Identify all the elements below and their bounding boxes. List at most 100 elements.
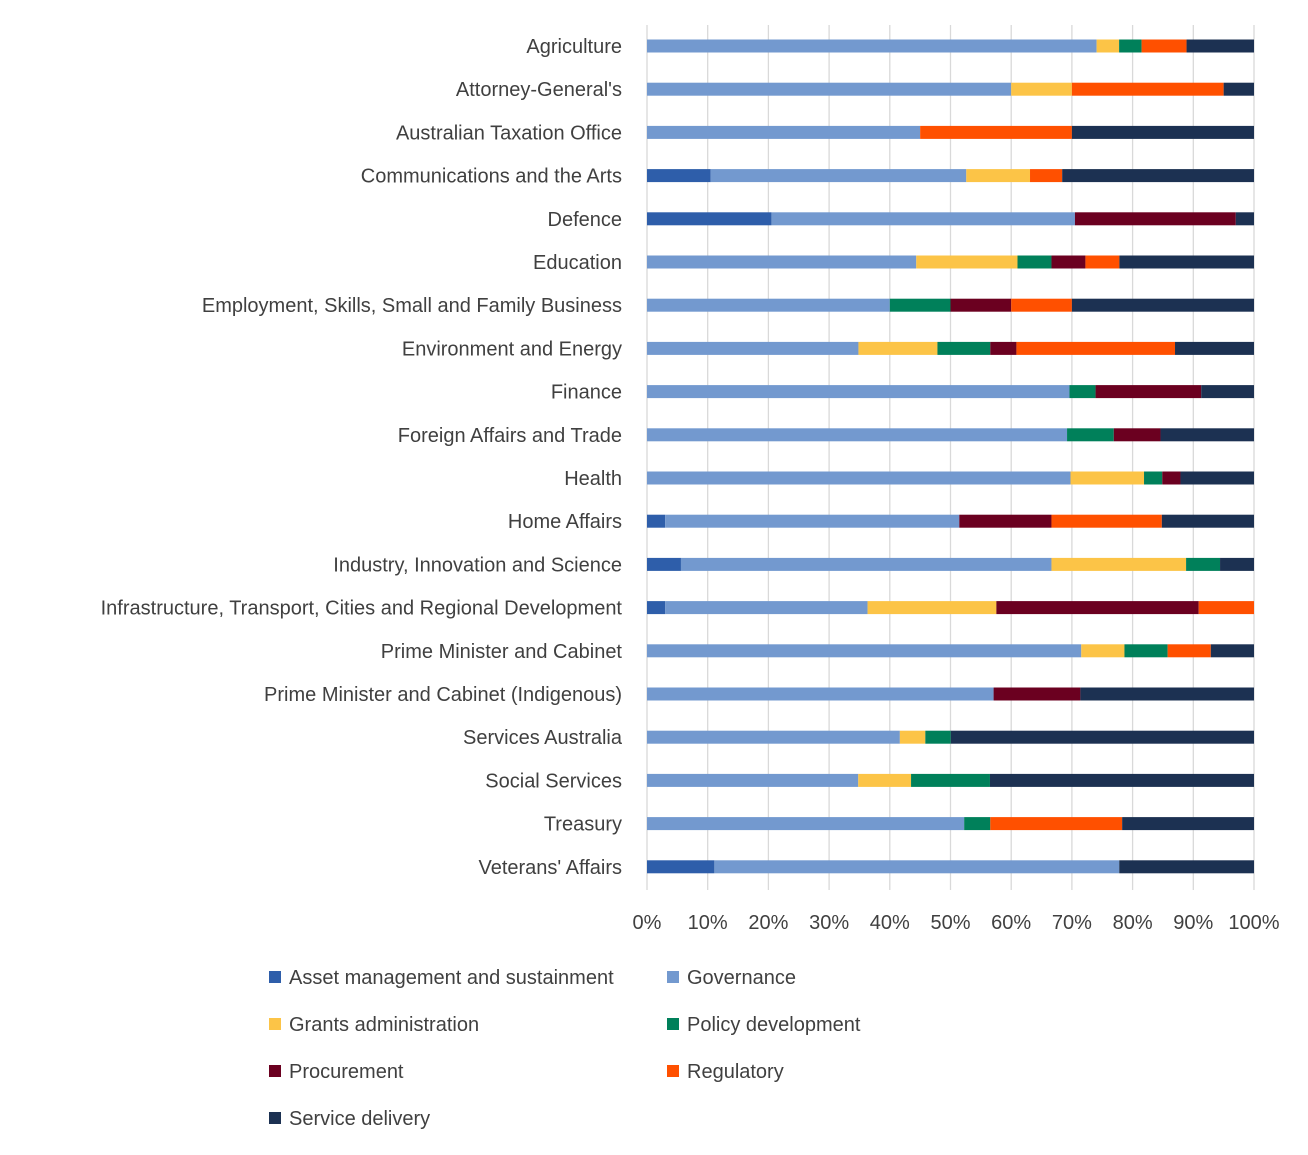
bar-segment bbox=[647, 428, 1068, 442]
bar-segment bbox=[1175, 341, 1254, 355]
bar-segment bbox=[1167, 644, 1211, 658]
category-label: Services Australia bbox=[463, 727, 623, 749]
legend-label: Service delivery bbox=[289, 1108, 430, 1130]
legend-swatch bbox=[269, 1018, 281, 1030]
gridlines bbox=[646, 25, 1255, 890]
bar-segment bbox=[1122, 817, 1254, 831]
bar-segment bbox=[1119, 39, 1142, 53]
legend-swatch bbox=[667, 1018, 679, 1030]
bar-segment bbox=[925, 730, 951, 744]
bar-segment bbox=[1070, 471, 1145, 485]
category-label: Home Affairs bbox=[508, 511, 622, 533]
legend-label: Asset management and sustainment bbox=[289, 967, 614, 989]
x-tick-label: 30% bbox=[809, 912, 849, 934]
bar-segment bbox=[647, 169, 711, 183]
bar-segment bbox=[647, 39, 1097, 53]
bar-segment bbox=[647, 82, 1012, 96]
bar-segment bbox=[1071, 82, 1224, 96]
category-label: Finance bbox=[551, 382, 622, 404]
bar-segment bbox=[647, 557, 681, 571]
bar-segment bbox=[665, 601, 868, 615]
category-label: Infrastructure, Transport, Cities and Re… bbox=[101, 598, 623, 620]
x-tick-label: 70% bbox=[1052, 912, 1092, 934]
bar-segment bbox=[1051, 557, 1187, 571]
bar-segment bbox=[966, 169, 1031, 183]
bar-segment bbox=[1201, 385, 1254, 399]
x-tick-label: 50% bbox=[930, 912, 970, 934]
legend-swatch bbox=[667, 1065, 679, 1077]
legend-label: Regulatory bbox=[687, 1061, 784, 1083]
category-label: Foreign Affairs and Trade bbox=[398, 425, 622, 447]
x-tick-label: 90% bbox=[1173, 912, 1213, 934]
bar-segment bbox=[647, 687, 994, 701]
bar-segment bbox=[996, 601, 1199, 615]
bar-segment bbox=[665, 514, 960, 528]
bar-segment bbox=[771, 212, 1075, 226]
legend-swatch bbox=[269, 1112, 281, 1124]
category-label: Social Services bbox=[485, 770, 622, 792]
bar-segment bbox=[990, 341, 1017, 355]
category-label: Communications and the Arts bbox=[361, 166, 622, 188]
x-tick-label: 40% bbox=[870, 912, 910, 934]
legend-swatch bbox=[667, 971, 679, 983]
category-labels: Agriculture Attorney-General's Australian … bbox=[101, 36, 623, 879]
bar-segment bbox=[1051, 514, 1162, 528]
bar-segment bbox=[959, 514, 1052, 528]
bar-segment bbox=[1186, 39, 1254, 53]
bar-segment bbox=[989, 773, 1254, 787]
x-axis-tick-labels: 0% 10% 20% 30% 40% 50% 60% 70% 80% 90% 100% bbox=[633, 912, 1280, 934]
category-label: Australian Taxation Office bbox=[396, 122, 622, 144]
bar-segment bbox=[647, 212, 772, 226]
bar-segment bbox=[1085, 255, 1120, 269]
bar-segment bbox=[937, 341, 991, 355]
category-label: Environment and Energy bbox=[402, 338, 622, 360]
bar-segment bbox=[1096, 39, 1120, 53]
category-label: Industry, Innovation and Science bbox=[333, 554, 622, 576]
bar-segment bbox=[1141, 39, 1187, 53]
bar-segment bbox=[858, 773, 912, 787]
bar-segment bbox=[899, 730, 926, 744]
legend-swatch bbox=[269, 1065, 281, 1077]
bar-segment bbox=[710, 169, 967, 183]
bar-segment bbox=[1161, 514, 1254, 528]
bar-segment bbox=[1017, 255, 1052, 269]
bar-segment bbox=[647, 817, 965, 831]
bar-segment bbox=[1016, 341, 1176, 355]
bar-segment bbox=[1069, 385, 1096, 399]
bar-segment bbox=[647, 730, 900, 744]
legend-label: Procurement bbox=[289, 1061, 404, 1083]
bar-segment bbox=[647, 255, 917, 269]
bar-segment bbox=[647, 644, 1082, 658]
bar-segment bbox=[1210, 644, 1254, 658]
bars bbox=[647, 39, 1254, 874]
bar-segment bbox=[647, 773, 859, 787]
bar-segment bbox=[1144, 471, 1163, 485]
bar-segment bbox=[1030, 169, 1063, 183]
bar-segment bbox=[647, 125, 921, 139]
bar-segment bbox=[1011, 82, 1072, 96]
legend: Asset management and sustainment Governan… bbox=[269, 967, 861, 1130]
bar-segment bbox=[1062, 169, 1254, 183]
bar-segment bbox=[1074, 212, 1236, 226]
x-tick-label: 20% bbox=[748, 912, 788, 934]
bar-segment bbox=[964, 817, 991, 831]
bar-segment bbox=[1119, 255, 1254, 269]
bar-segment bbox=[1235, 212, 1254, 226]
bar-segment bbox=[1071, 298, 1254, 312]
bar-segment bbox=[647, 471, 1071, 485]
bar-segment bbox=[1198, 601, 1254, 615]
category-label: Health bbox=[564, 468, 622, 490]
category-label: Attorney-General's bbox=[456, 79, 622, 101]
legend-swatch bbox=[269, 971, 281, 983]
bar-segment bbox=[1095, 385, 1202, 399]
bar-segment bbox=[647, 601, 666, 615]
bar-segment bbox=[1180, 471, 1254, 485]
x-tick-label: 10% bbox=[688, 912, 728, 934]
bar-segment bbox=[950, 298, 1012, 312]
bar-segment bbox=[1080, 687, 1254, 701]
bar-segment bbox=[1186, 557, 1221, 571]
category-label: Prime Minister and Cabinet (Indigenous) bbox=[264, 684, 622, 706]
bar-segment bbox=[1220, 557, 1254, 571]
x-tick-label: 60% bbox=[991, 912, 1031, 934]
